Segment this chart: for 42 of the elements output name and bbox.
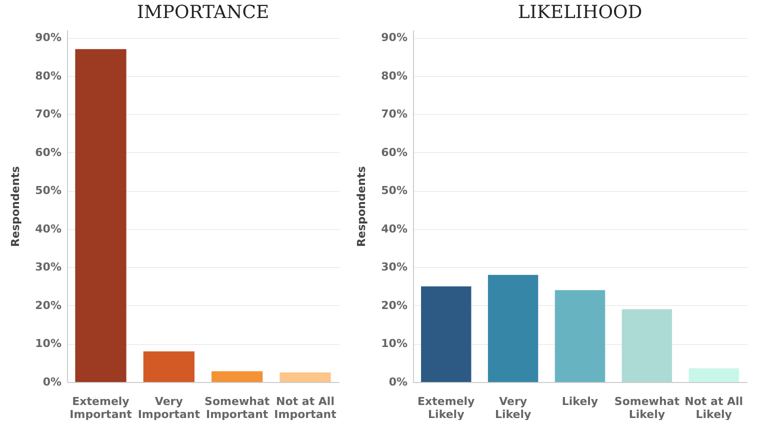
- y-tick-label: 20%: [381, 298, 408, 312]
- bar: [488, 274, 538, 382]
- bar: [280, 372, 331, 382]
- bar: [212, 371, 263, 382]
- y-tick-label: 50%: [381, 184, 408, 198]
- category-label: Not at All Important: [274, 395, 336, 421]
- y-tick-label: 60%: [35, 146, 62, 159]
- y-tick-label: 90%: [35, 31, 62, 44]
- y-tick-label: 30%: [381, 260, 408, 274]
- bar: [688, 368, 739, 382]
- y-axis-title: Respondents: [355, 166, 368, 247]
- category-label: Not at All Likely: [684, 395, 744, 421]
- bar: [143, 351, 194, 382]
- bar: [421, 286, 472, 382]
- bar: [75, 49, 126, 382]
- y-axis-title: Respondents: [9, 166, 22, 247]
- y-tick-label: 80%: [35, 69, 62, 82]
- chart-title: LIKELIHOOD: [518, 2, 642, 23]
- category-label: Very Important: [138, 395, 200, 421]
- y-tick-label: 70%: [35, 108, 62, 121]
- y-tick-label: 40%: [381, 222, 408, 236]
- y-tick-label: 50%: [35, 184, 62, 198]
- bar: [554, 290, 606, 382]
- bar: [622, 309, 672, 382]
- category-label: Extemely Likely: [418, 395, 475, 421]
- category-label: Somewhat Important: [204, 395, 270, 421]
- chart-title: IMPORTANCE: [136, 2, 270, 23]
- y-tick-label: 40%: [35, 222, 62, 236]
- category-label: Extemely Important: [70, 395, 132, 421]
- y-tick-label: 10%: [381, 337, 408, 350]
- y-tick-label: 60%: [381, 146, 408, 159]
- y-tick-label: 70%: [381, 108, 408, 121]
- category-label: Very Likely: [494, 395, 532, 421]
- y-tick-label: 90%: [381, 31, 408, 44]
- y-tick-label: 0%: [388, 376, 408, 388]
- y-tick-label: 10%: [35, 337, 62, 350]
- y-tick-label: 0%: [42, 376, 62, 388]
- y-tick-label: 20%: [35, 298, 62, 312]
- category-label: Somewhat Likely: [614, 395, 680, 421]
- y-tick-label: 30%: [35, 260, 62, 274]
- x-tick-label: Likely: [562, 395, 598, 408]
- y-tick-label: 80%: [381, 69, 408, 82]
